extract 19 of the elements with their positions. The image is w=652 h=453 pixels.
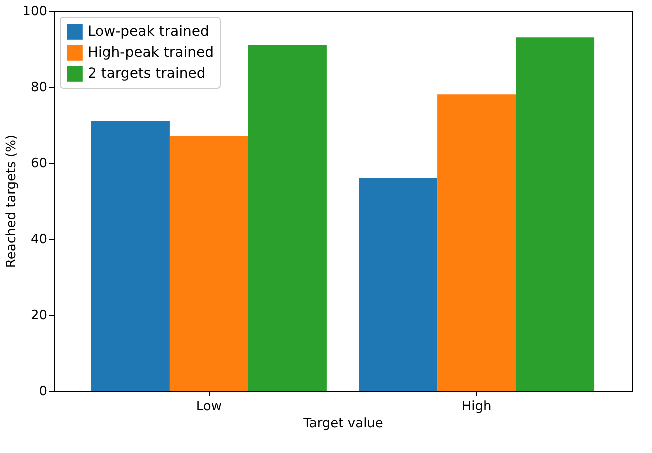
bar [91,121,170,391]
y-tick-label: 80 [30,80,48,96]
x-tick-label: Low [196,400,222,414]
legend-label: High-peak trained [88,45,214,61]
y-axis-title: Reached targets (%) [4,134,20,268]
y-tick-label: 0 [39,384,48,400]
x-axis-title: Target value [302,416,384,432]
bar [516,38,595,391]
y-tick-label: 60 [30,156,48,172]
bar [248,45,327,391]
y-tick-label: 100 [22,4,48,20]
x-tick-label: High [462,400,492,414]
bar [359,178,438,391]
y-tick-label: 20 [30,308,48,324]
bar [170,136,248,391]
y-tick-label: 40 [30,232,48,248]
legend-label: Low-peak trained [88,24,210,40]
bar [438,94,516,391]
legend-label: 2 targets trained [88,66,206,82]
